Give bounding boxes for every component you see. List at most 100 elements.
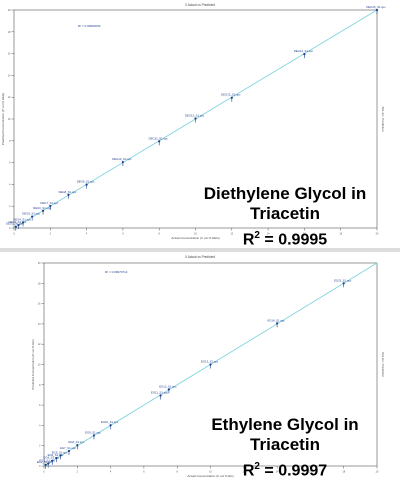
- data-point-label: EG9_S1.spc: [85, 430, 101, 434]
- data-point-label: DEG15_S1.spc: [366, 5, 386, 9]
- data-point-label: DEG11_S1.spc: [149, 136, 169, 140]
- x-tick-label: 4: [110, 471, 112, 474]
- x-tick-label: 8: [159, 233, 161, 236]
- y-tick-label: 14: [38, 323, 41, 326]
- data-point: [276, 322, 279, 325]
- data-point-label: DEG12_S1.spc: [185, 113, 205, 117]
- data-point: [59, 454, 62, 457]
- r2-legend: R² = 0.99970714: [105, 270, 128, 274]
- data-point: [375, 8, 379, 12]
- y-tick-label: 16: [8, 53, 11, 56]
- data-point-label: DEG7_S1.spc: [40, 201, 58, 205]
- y-tick-label: 8: [39, 384, 41, 387]
- data-point: [158, 140, 161, 143]
- data-point: [44, 463, 47, 466]
- y-tick-label: 16: [38, 303, 41, 306]
- data-point-label: DEG13_S1.spc: [221, 93, 241, 97]
- data-point-label: EG14_S1.spc: [267, 318, 285, 322]
- x-tick-label: 14: [267, 233, 270, 236]
- x-tick-label: 8: [177, 471, 179, 474]
- x-tick-label: 20: [376, 233, 379, 236]
- chart-panel-eg: X Actual vs Predicted 0 0 2 2 4 4 6 6 8 8 10 10 12 12 1…: [0, 252, 400, 481]
- data-point-label: EG10_S1.spc: [101, 420, 119, 424]
- chart-title: X Actual vs Predicted: [185, 255, 215, 259]
- data-point: [47, 462, 50, 465]
- y-axis-label: Predicted Concentration (P vol % EG): [31, 339, 35, 389]
- y-tick-label: 12: [38, 343, 41, 346]
- right-axis-label: Std. Err. Prediction: [381, 106, 385, 131]
- data-point: [67, 449, 71, 453]
- data-point: [303, 53, 306, 56]
- data-point-label: DEG6_S1.spc: [33, 206, 51, 210]
- data-point-label: DEG14_S1.spc: [294, 49, 314, 53]
- data-point-label: EG11_S1.spc: [151, 390, 169, 394]
- chart-panel-deg: X Actual vs Predicted 0 0 2 2 4 4 6 6 8 8 10 10 12 12 1…: [1, 3, 394, 250]
- data-point: [76, 444, 79, 447]
- caption-r2-value: = 0.9997: [259, 462, 328, 480]
- data-point-label: EG4_S1.spc: [43, 456, 59, 460]
- data-point-label: EG2_S1.spc: [37, 460, 53, 464]
- data-point: [159, 394, 162, 397]
- caption-title: Diethylene Glycol in Triacetin: [203, 184, 367, 223]
- data-point: [41, 209, 45, 212]
- y-tick-label: 12: [8, 96, 11, 99]
- chart-svg-eg: X Actual vs Predicted 00 2 2 4 4 6 6 8 8 10 10 12 12 1…: [31, 255, 385, 478]
- x-tick-label: 12: [242, 471, 245, 474]
- x-axis-label: Actual Concentration (C vol % EG): [187, 474, 233, 478]
- data-point: [17, 223, 20, 227]
- data-point-label: EG15_S1.spc: [334, 278, 352, 282]
- y-tick-label: 10: [8, 118, 11, 121]
- x-tick-label: 0: [13, 233, 15, 236]
- y-tick-label: 2: [9, 205, 11, 208]
- x-tick-label: 6: [122, 233, 124, 236]
- data-point-label: EG8_S1.spc: [68, 440, 84, 444]
- x-tick-label: 2: [77, 471, 79, 474]
- data-point-label: EG13_S1.spc: [201, 360, 219, 364]
- data-point: [167, 388, 170, 391]
- x-tick-label: 18: [342, 471, 345, 474]
- y-tick-label: 2: [39, 445, 41, 448]
- x-axis-label: Actual Concentration (C vol % DEG): [171, 236, 219, 240]
- r2-legend: R² = 0.99952069: [78, 24, 101, 28]
- caption-r2: R2 = 0.9995: [176, 226, 394, 250]
- y-tick-label: 6: [39, 404, 41, 407]
- y-tick-label: 20: [8, 9, 11, 12]
- caption-r2: R2 = 0.9997: [176, 457, 394, 481]
- caption-r2-prefix: R: [242, 231, 255, 249]
- x-tick-label: 20: [376, 471, 379, 474]
- y-tick-label: 20: [38, 262, 41, 265]
- y-tick-label: 18: [38, 282, 41, 285]
- x-tick-label: 10: [209, 471, 212, 474]
- data-point: [21, 221, 25, 224]
- x-tick-label: 16: [303, 233, 306, 236]
- data-point: [49, 204, 52, 208]
- data-point: [31, 215, 34, 218]
- data-point-label: DEG2_S1.spc: [6, 222, 24, 226]
- data-point: [230, 96, 233, 99]
- data-point: [67, 193, 70, 196]
- y-tick-label: 10: [38, 364, 41, 367]
- y-tick-label: 14: [8, 74, 11, 77]
- caption-title: Ethylene Glycol in Triacetin: [211, 415, 359, 454]
- data-point: [55, 456, 58, 460]
- caption-r2-prefix: R: [242, 462, 255, 480]
- y-tick-label: 4: [39, 424, 41, 427]
- data-point-label: EG12_S1.spc: [159, 384, 177, 388]
- right-axis-label: Std. Err. Prediction: [381, 352, 385, 377]
- caption-deg: Diethylene Glycol in Triacetin R2 = 0.99…: [176, 184, 394, 250]
- y-tick-label: 0: [39, 465, 41, 468]
- y-tick-label: 0: [9, 227, 11, 230]
- caption-r2-sup: 2: [254, 461, 260, 472]
- x-tick-label: 6: [143, 471, 145, 474]
- chart-svg-deg: X Actual vs Predicted 00 2 2 4 4 6 6 8 8 10 10 12 12 1…: [1, 3, 386, 240]
- x-tick-label: 14: [276, 471, 279, 474]
- data-point: [51, 459, 54, 462]
- data-point-label: DEG5_S1.spc: [22, 212, 40, 216]
- data-point: [342, 282, 345, 285]
- data-point: [92, 434, 96, 437]
- data-point: [121, 160, 124, 164]
- data-point-label: EG3_S1.spc: [39, 459, 55, 463]
- data-point: [109, 424, 112, 427]
- y-tick-label: 8: [9, 140, 11, 143]
- x-tick-label: 10: [194, 233, 197, 236]
